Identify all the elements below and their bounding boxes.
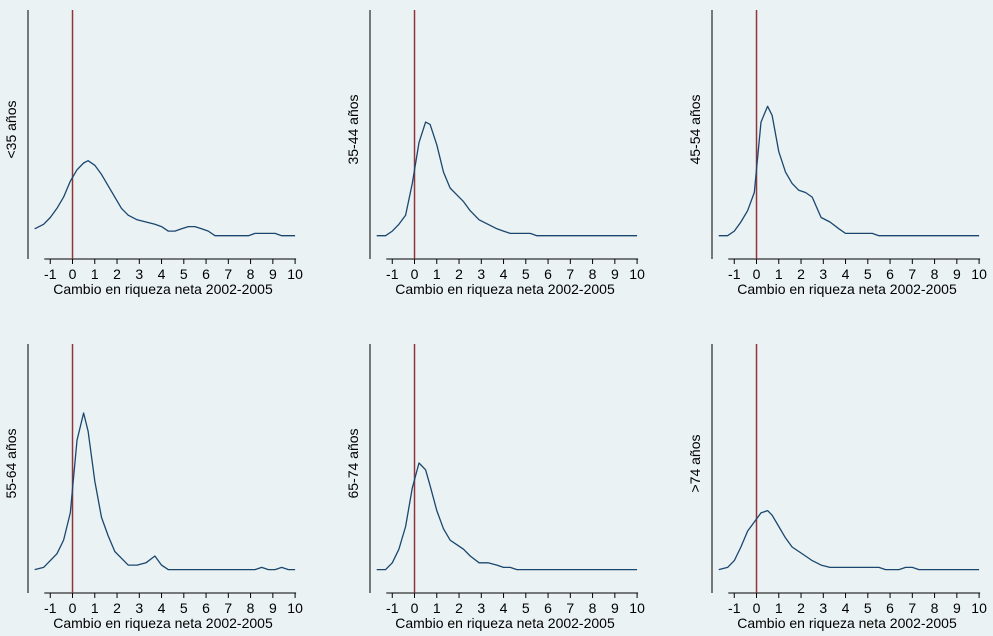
x-tick-label: 1 [775, 600, 783, 616]
x-tick-label: 3 [135, 600, 143, 616]
x-tick-label: 0 [411, 266, 419, 282]
x-tick-label: 3 [477, 600, 485, 616]
density-curve [718, 105, 980, 237]
x-axis-title: Cambio en riqueza neta 2002-2005 [53, 281, 273, 297]
x-tick-label: 0 [753, 266, 761, 282]
x-tick-label: 10 [287, 266, 303, 282]
x-tick-label: 7 [908, 600, 916, 616]
density-curve [376, 462, 638, 571]
x-tick-label: -1 [44, 266, 57, 282]
x-tick-label: 7 [908, 266, 916, 282]
x-tick-label: 9 [269, 600, 277, 616]
x-axis-title: Cambio en riqueza neta 2002-2005 [737, 615, 957, 631]
x-tick-label: 2 [797, 600, 805, 616]
x-tick-label: 7 [566, 600, 574, 616]
panel-2: -1 0 1 2 3 4 5 6 7 8 9 10 Cambio en riqueza neta 200… [345, 10, 645, 297]
x-tick-label: 9 [611, 266, 619, 282]
x-tick-label: 8 [247, 266, 255, 282]
x-tick-label: 1 [775, 266, 783, 282]
x-tick-label: 6 [202, 600, 210, 616]
x-tick-label: 0 [411, 600, 419, 616]
x-tick-label: -1 [44, 600, 57, 616]
panel-3: -1 0 1 2 3 4 5 6 7 8 9 10 Cambio en riqueza neta 200… [687, 10, 987, 297]
x-tick-label: 1 [91, 600, 99, 616]
x-tick-label: 8 [247, 600, 255, 616]
x-tick-label: 4 [158, 266, 166, 282]
x-tick-label: 5 [864, 600, 872, 616]
x-tick-label: 10 [287, 600, 303, 616]
x-tick-label: 10 [629, 600, 645, 616]
x-tick-label: 5 [180, 266, 188, 282]
x-tick-label: -1 [386, 266, 399, 282]
density-curve [34, 412, 296, 571]
x-tick-label: 4 [842, 600, 850, 616]
x-tick-label: -1 [728, 266, 741, 282]
x-axis-title: Cambio en riqueza neta 2002-2005 [737, 281, 957, 297]
y-axis-title: 35-44 años [345, 94, 361, 164]
x-tick-label: 1 [433, 266, 441, 282]
x-tick-label: 9 [611, 600, 619, 616]
panel-5: -1 0 1 2 3 4 5 6 7 8 9 10 Cambio en riqueza neta 200… [345, 344, 645, 631]
x-tick-label: 4 [842, 266, 850, 282]
x-tick-label: 4 [500, 600, 508, 616]
x-tick-label: 10 [629, 266, 645, 282]
x-tick-label: 2 [797, 266, 805, 282]
y-axis-title: >74 años [687, 435, 703, 493]
x-tick-label: 0 [69, 600, 77, 616]
x-tick-label: 6 [886, 266, 894, 282]
y-axis-title: <35 años [3, 101, 19, 159]
x-tick-label: 2 [455, 266, 463, 282]
x-tick-label: 1 [433, 600, 441, 616]
x-axis-title: Cambio en riqueza neta 2002-2005 [395, 281, 615, 297]
x-tick-label: 9 [953, 600, 961, 616]
x-tick-label: 3 [819, 600, 827, 616]
x-tick-label: 8 [931, 266, 939, 282]
x-tick-label: 0 [753, 600, 761, 616]
panel-1: -1 0 1 2 3 4 5 6 7 8 9 10 Cambio en riqueza neta 200… [3, 10, 303, 297]
x-tick-label: 7 [224, 266, 232, 282]
x-tick-label: 2 [455, 600, 463, 616]
y-axis-title: 55-64 años [3, 428, 19, 498]
x-tick-label: 5 [864, 266, 872, 282]
x-tick-label: 3 [819, 266, 827, 282]
x-axis-title: Cambio en riqueza neta 2002-2005 [53, 615, 273, 631]
x-tick-label: 3 [477, 266, 485, 282]
x-tick-label: 2 [113, 266, 121, 282]
x-axis-title: Cambio en riqueza neta 2002-2005 [395, 615, 615, 631]
x-tick-label: 4 [500, 266, 508, 282]
x-tick-label: 9 [269, 266, 277, 282]
x-tick-label: 1 [91, 266, 99, 282]
x-tick-label: 5 [522, 600, 530, 616]
x-tick-label: 4 [158, 600, 166, 616]
x-tick-label: 6 [886, 600, 894, 616]
x-tick-label: -1 [728, 600, 741, 616]
panel-4: -1 0 1 2 3 4 5 6 7 8 9 10 Cambio en riqueza neta 200… [3, 344, 303, 631]
x-tick-label: -1 [386, 600, 399, 616]
x-tick-label: 7 [566, 266, 574, 282]
density-curve [718, 509, 980, 571]
x-tick-label: 9 [953, 266, 961, 282]
x-tick-label: 6 [202, 266, 210, 282]
x-tick-label: 7 [224, 600, 232, 616]
x-tick-label: 8 [931, 600, 939, 616]
y-axis-title: 45-54 años [687, 94, 703, 164]
x-tick-label: 3 [135, 266, 143, 282]
x-tick-label: 6 [544, 266, 552, 282]
x-tick-label: 10 [971, 600, 987, 616]
x-tick-label: 2 [113, 600, 121, 616]
x-tick-label: 10 [971, 266, 987, 282]
x-tick-label: 5 [522, 266, 530, 282]
density-curve [34, 160, 296, 237]
x-tick-label: 8 [589, 600, 597, 616]
x-tick-label: 8 [589, 266, 597, 282]
x-tick-label: 0 [69, 266, 77, 282]
density-curve [376, 121, 638, 237]
x-tick-label: 6 [544, 600, 552, 616]
y-axis-title: 65-74 años [345, 428, 361, 498]
panel-6: -1 0 1 2 3 4 5 6 7 8 9 10 Cambio en riqueza neta 200… [687, 344, 987, 631]
x-tick-label: 5 [180, 600, 188, 616]
